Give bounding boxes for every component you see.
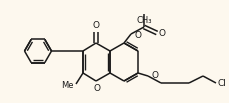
- Text: O: O: [134, 30, 141, 39]
- Text: O: O: [92, 21, 99, 30]
- Text: O: O: [158, 29, 165, 37]
- Text: O: O: [151, 70, 158, 80]
- Text: Me: Me: [61, 81, 74, 90]
- Text: CH₃: CH₃: [136, 16, 151, 25]
- Text: Cl: Cl: [217, 78, 226, 88]
- Text: O: O: [93, 84, 100, 93]
